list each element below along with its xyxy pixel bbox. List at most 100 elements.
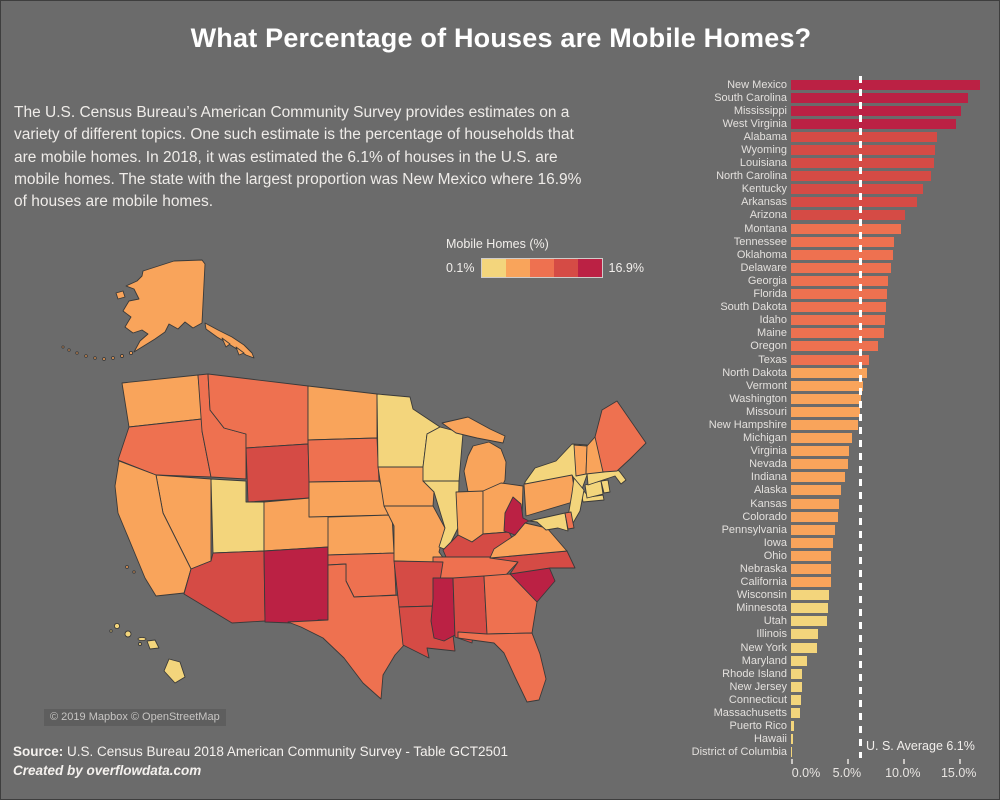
bar[interactable] [791,341,879,352]
bar-row: Ohio [629,549,999,562]
bar[interactable] [791,354,870,365]
bar[interactable] [791,184,923,195]
bar[interactable] [791,498,840,509]
bar[interactable] [791,446,850,457]
hawaii-oahu[interactable] [124,630,132,638]
bar[interactable] [791,262,891,273]
bar[interactable] [791,524,835,535]
bar[interactable] [791,642,817,653]
bar[interactable] [791,708,800,719]
state-iowa[interactable] [377,466,435,507]
bar[interactable] [791,694,802,705]
bar[interactable] [791,406,861,417]
bar[interactable] [791,590,829,601]
bar[interactable] [791,367,868,378]
bar[interactable] [791,236,894,247]
bar[interactable] [791,289,888,300]
bar[interactable] [791,721,795,732]
bar-track [791,406,999,417]
bar-row: South Dakota [629,301,999,314]
bar-row: Missouri [629,405,999,418]
bar[interactable] [791,577,832,588]
bar[interactable] [791,145,936,156]
bar-track [791,564,999,575]
bar[interactable] [791,616,827,627]
state-wisconsin[interactable] [422,426,464,482]
bar[interactable] [791,472,845,483]
state-indiana[interactable] [455,490,484,543]
state-vermont[interactable] [573,444,588,477]
bar-track [791,328,999,339]
bar[interactable] [791,118,957,129]
x-axis-tick [791,759,793,764]
state-washington[interactable] [121,374,203,428]
bar[interactable] [791,655,807,666]
state-alaska[interactable] [122,259,206,353]
hawaii-kauai[interactable] [113,622,121,630]
bar-track [791,419,999,430]
bar-label: Mississippi [733,104,787,117]
bar[interactable] [791,223,901,234]
bar-row: Kansas [629,497,999,510]
bar[interactable] [791,249,893,260]
state-new-mexico[interactable] [263,546,329,625]
bar[interactable] [791,537,834,548]
state-mississippi[interactable] [430,577,456,642]
bar[interactable] [791,629,818,640]
state-michigan-up[interactable] [441,416,506,444]
bar-label: West Virginia [722,117,787,130]
bar[interactable] [791,433,853,444]
map-attribution[interactable]: © 2019 Mapbox © OpenStreetMap [44,709,226,726]
bar[interactable] [791,511,838,522]
bar[interactable] [791,564,832,575]
bar[interactable] [791,197,918,208]
aleutian-island [93,356,97,360]
bar[interactable] [791,92,968,103]
state-texas[interactable] [287,563,406,700]
hawaii-maui[interactable] [146,639,160,650]
color-legend: Mobile Homes (%) 0.1% 16.9% [446,237,644,278]
hawaii-big-island[interactable] [163,658,186,684]
bar[interactable] [791,459,849,470]
bar[interactable] [791,79,980,90]
state-california[interactable] [114,460,192,597]
bar-track [791,92,999,103]
state-maine[interactable] [594,400,647,473]
bar-label: Georgia [747,274,787,287]
bar-track [791,694,999,705]
credit-line[interactable]: Created by overflowdata.com [13,763,202,778]
bar[interactable] [791,668,803,679]
bar[interactable] [791,105,961,116]
state-georgia[interactable] [483,573,538,635]
state-illinois[interactable] [422,480,460,551]
bar[interactable] [791,210,906,221]
bar[interactable] [791,485,842,496]
bar[interactable] [791,131,938,142]
bar[interactable] [791,158,935,169]
state-rhode-island[interactable] [600,479,611,494]
bar[interactable] [791,393,862,404]
state-wyoming[interactable] [245,443,311,503]
state-south-dakota[interactable] [307,437,380,483]
bar[interactable] [791,380,863,391]
state-delaware[interactable] [564,511,575,530]
bar[interactable] [791,419,859,430]
bar[interactable] [791,315,885,326]
state-north-dakota[interactable] [307,385,378,441]
bar[interactable] [791,681,803,692]
bar-track [791,289,999,300]
us-map [61,259,647,703]
state-florida[interactable] [457,631,547,703]
bar[interactable] [791,747,793,758]
bar[interactable] [791,328,884,339]
bar[interactable] [791,734,794,745]
bar[interactable] [791,275,889,286]
bar-row: Colorado [629,510,999,523]
bar[interactable] [791,550,832,561]
state-nebraska[interactable] [308,480,393,518]
bar[interactable] [791,603,828,614]
bar-label: Kentucky [741,183,787,196]
alaska-panhandle[interactable] [204,322,255,359]
state-kansas[interactable] [327,514,395,556]
bar[interactable] [791,302,887,313]
